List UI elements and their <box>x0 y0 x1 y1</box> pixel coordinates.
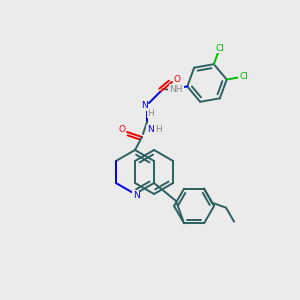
Text: O: O <box>118 125 125 134</box>
Text: N: N <box>133 191 140 200</box>
Text: H: H <box>148 109 154 118</box>
Text: NH: NH <box>169 85 183 94</box>
Text: Cl: Cl <box>215 44 224 53</box>
Text: Cl: Cl <box>239 72 248 81</box>
Text: N: N <box>141 101 147 110</box>
Text: O: O <box>173 74 181 83</box>
Text: H: H <box>156 125 162 134</box>
Text: N: N <box>147 125 153 134</box>
